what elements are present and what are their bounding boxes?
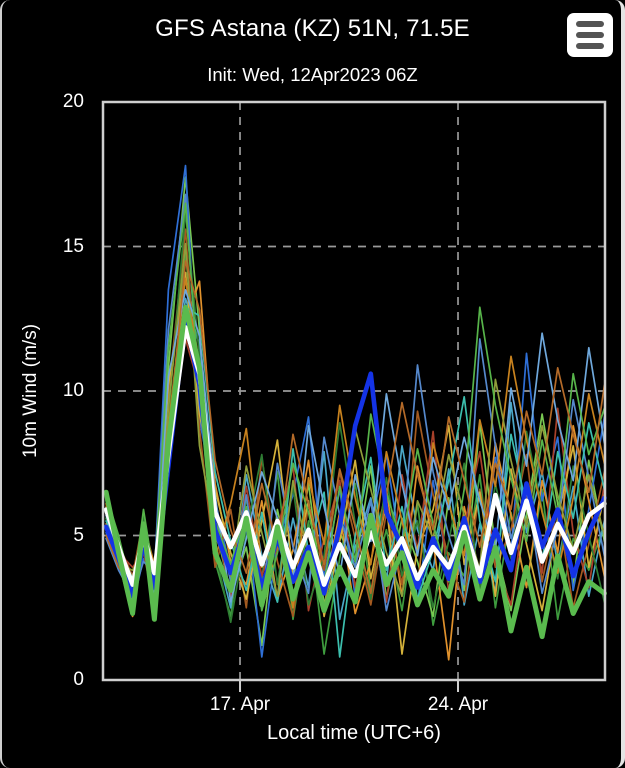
x-tick-label: 24. Apr [427, 694, 489, 715]
y-tick-label: 5 [73, 524, 84, 546]
y-tick-label: 0 [73, 669, 84, 690]
menu-button[interactable] [567, 13, 613, 57]
y-tick-label: 10 [62, 380, 84, 401]
ensemble-member-line [105, 202, 606, 612]
header-bar: GFS Astana (KZ) 51N, 71.5E [0, 0, 625, 60]
y-tick-label: 20 [62, 91, 84, 112]
chart-title: GFS Astana (KZ) 51N, 71.5E [155, 15, 470, 42]
init-time-label: Init: Wed, 12Apr2023 06Z [207, 64, 418, 85]
operational-run-line [103, 304, 607, 640]
ensemble-member-line [105, 260, 606, 609]
x-axis-title: Local time (UTC+6) [267, 722, 441, 744]
plot-border [101, 100, 607, 682]
hamburger-icon [576, 20, 604, 50]
x-tick-label: 17. Apr [209, 694, 271, 715]
y-axis-title: 10m Wind (m/s) [20, 323, 41, 459]
y-tick-label: 15 [62, 235, 84, 257]
